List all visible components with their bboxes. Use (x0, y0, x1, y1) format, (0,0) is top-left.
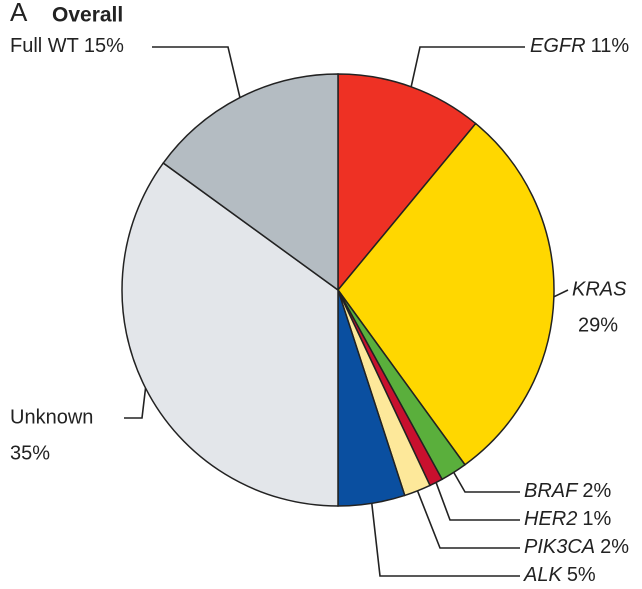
slice-label: ALK 5% (523, 564, 596, 586)
slice-label: KRAS (572, 278, 627, 300)
pie-slice (337, 73, 477, 293)
pie-slice (121, 161, 339, 507)
slice-name: ALK (523, 564, 563, 586)
slice-value: 35% (10, 442, 50, 464)
slice-label: PIK3CA 2% (524, 536, 629, 558)
leader-line (553, 289, 569, 298)
slice-label: Unknown (10, 406, 93, 428)
slice-value: 5% (567, 564, 596, 586)
slice-value: 15% (84, 35, 124, 57)
slice-label: Full WT 15% (10, 35, 124, 57)
slice-label: HER2 1% (524, 508, 611, 530)
slice-name: EGFR (530, 35, 586, 57)
slice-value: 11% (591, 35, 630, 57)
slice-value: 2% (600, 536, 629, 558)
leader-line (416, 490, 520, 549)
leader-line (435, 482, 520, 521)
leader-line (124, 387, 147, 419)
pie-slice (162, 73, 339, 292)
panel-label: A (10, 0, 28, 27)
chart-title: Overall (52, 4, 123, 27)
slice-value: 29% (578, 314, 618, 336)
slice-name: PIK3CA (524, 536, 595, 558)
slice-name: Full WT (10, 35, 79, 57)
leader-line (410, 46, 525, 87)
slice-name: HER2 (524, 508, 577, 530)
slice-value: 1% (582, 508, 611, 530)
leader-line (453, 471, 520, 493)
slice-label: BRAF 2% (524, 480, 611, 502)
slice-name: BRAF (524, 480, 579, 502)
pie-slice (337, 122, 555, 466)
leader-line (152, 46, 241, 98)
slice-label: EGFR 11% (530, 35, 629, 57)
slice-value: 2% (582, 480, 611, 502)
leader-line (370, 503, 520, 577)
